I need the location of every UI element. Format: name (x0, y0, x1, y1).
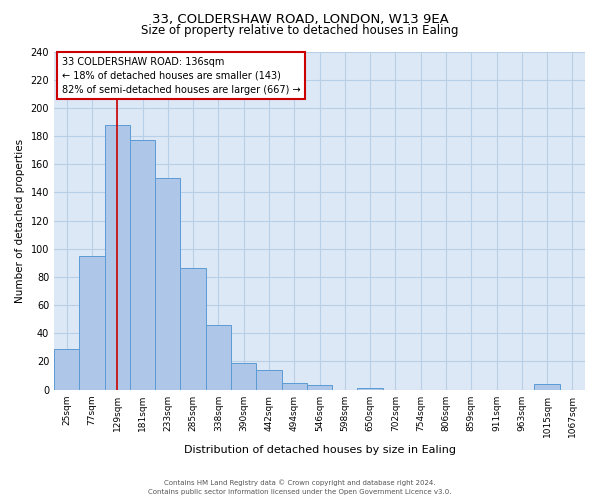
Text: Size of property relative to detached houses in Ealing: Size of property relative to detached ho… (141, 24, 459, 37)
Text: 33 COLDERSHAW ROAD: 136sqm
← 18% of detached houses are smaller (143)
82% of sem: 33 COLDERSHAW ROAD: 136sqm ← 18% of deta… (62, 56, 301, 94)
Bar (231, 363, 256, 390)
Bar (79, 256, 104, 390)
Text: 33, COLDERSHAW ROAD, LONDON, W13 9EA: 33, COLDERSHAW ROAD, LONDON, W13 9EA (152, 12, 448, 26)
Bar (130, 140, 155, 390)
Bar (155, 178, 181, 390)
Bar (281, 382, 307, 390)
Bar (104, 125, 130, 390)
Y-axis label: Number of detached properties: Number of detached properties (15, 138, 25, 302)
X-axis label: Distribution of detached houses by size in Ealing: Distribution of detached houses by size … (184, 445, 455, 455)
Bar (256, 370, 281, 390)
Bar (54, 349, 79, 390)
Bar (206, 325, 231, 390)
Text: Contains HM Land Registry data © Crown copyright and database right 2024.
Contai: Contains HM Land Registry data © Crown c… (148, 480, 452, 495)
Bar (358, 388, 383, 390)
Bar (535, 384, 560, 390)
Bar (181, 268, 206, 390)
Bar (307, 386, 332, 390)
